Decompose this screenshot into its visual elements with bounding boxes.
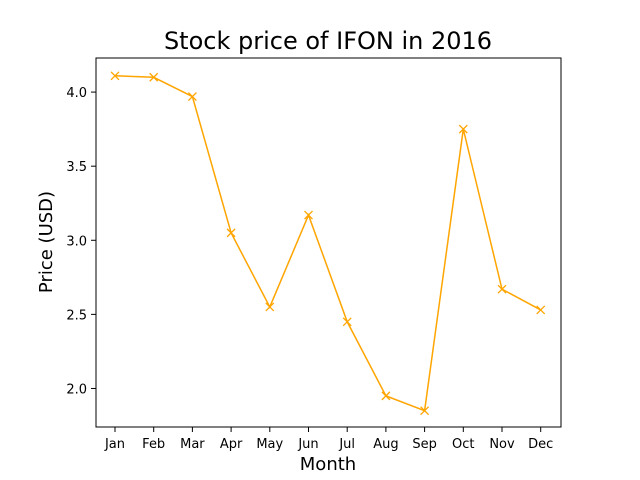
x-marker-stroke	[265, 302, 275, 312]
data-point-may	[265, 302, 275, 312]
x-tick-label: Apr	[220, 437, 243, 452]
chart-title: Stock price of IFON in 2016	[164, 27, 492, 55]
x-marker-stroke	[226, 228, 236, 238]
series-line	[114, 75, 542, 412]
x-tick-label: Oct	[452, 437, 474, 452]
x-tick-label: Aug	[373, 437, 398, 452]
y-tick-label: 3.0	[66, 234, 87, 249]
x-tick-label: Jan	[104, 437, 125, 452]
x-axis-label: Month	[300, 454, 356, 475]
data-point-mar	[187, 92, 197, 101]
x-tick-label: May	[256, 437, 283, 452]
x-marker-stroke	[149, 72, 159, 82]
x-marker-stroke	[497, 284, 507, 294]
data-point-jun	[304, 210, 313, 220]
x-tick-label: Nov	[489, 437, 515, 452]
y-axis: 2.0 2.5 3.0 3.5 4.0	[66, 86, 96, 397]
x-axis: Jan Feb Mar Apr May Jun Jul Aug Sep Oct Nov Dec	[104, 427, 553, 452]
x-tick-label: Sep	[412, 437, 437, 452]
y-tick-label: 4.0	[66, 86, 87, 101]
x-marker-stroke	[536, 305, 546, 315]
x-marker-stroke	[342, 317, 352, 327]
x-tick-label: Jun	[297, 437, 318, 452]
x-marker-stroke	[420, 406, 430, 416]
data-point-feb	[149, 72, 159, 82]
x-marker-stroke	[187, 92, 197, 101]
x-marker-stroke	[381, 391, 391, 401]
y-axis-label: Price (USD)	[36, 191, 57, 293]
data-point-sep	[420, 406, 430, 416]
x-marker-stroke	[458, 124, 468, 134]
data-markers	[110, 71, 546, 416]
x-tick-label: Feb	[142, 437, 165, 452]
data-point-jan	[110, 71, 120, 81]
data-point-oct	[458, 124, 468, 134]
y-tick-label: 2.5	[66, 308, 87, 323]
x-tick-label: Dec	[528, 437, 553, 452]
data-point-nov	[497, 284, 507, 294]
x-marker-stroke	[304, 210, 313, 220]
data-point-dec	[536, 305, 546, 315]
data-point-aug	[381, 391, 391, 401]
data-point-jul	[342, 317, 352, 327]
plot-frame	[95, 57, 562, 428]
x-tick-label: Jul	[338, 437, 355, 452]
x-tick-label: Mar	[180, 437, 205, 452]
x-marker-stroke	[110, 71, 120, 81]
y-tick-label: 2.0	[66, 382, 87, 397]
y-tick-label: 3.5	[66, 160, 87, 175]
data-point-apr	[226, 228, 236, 238]
